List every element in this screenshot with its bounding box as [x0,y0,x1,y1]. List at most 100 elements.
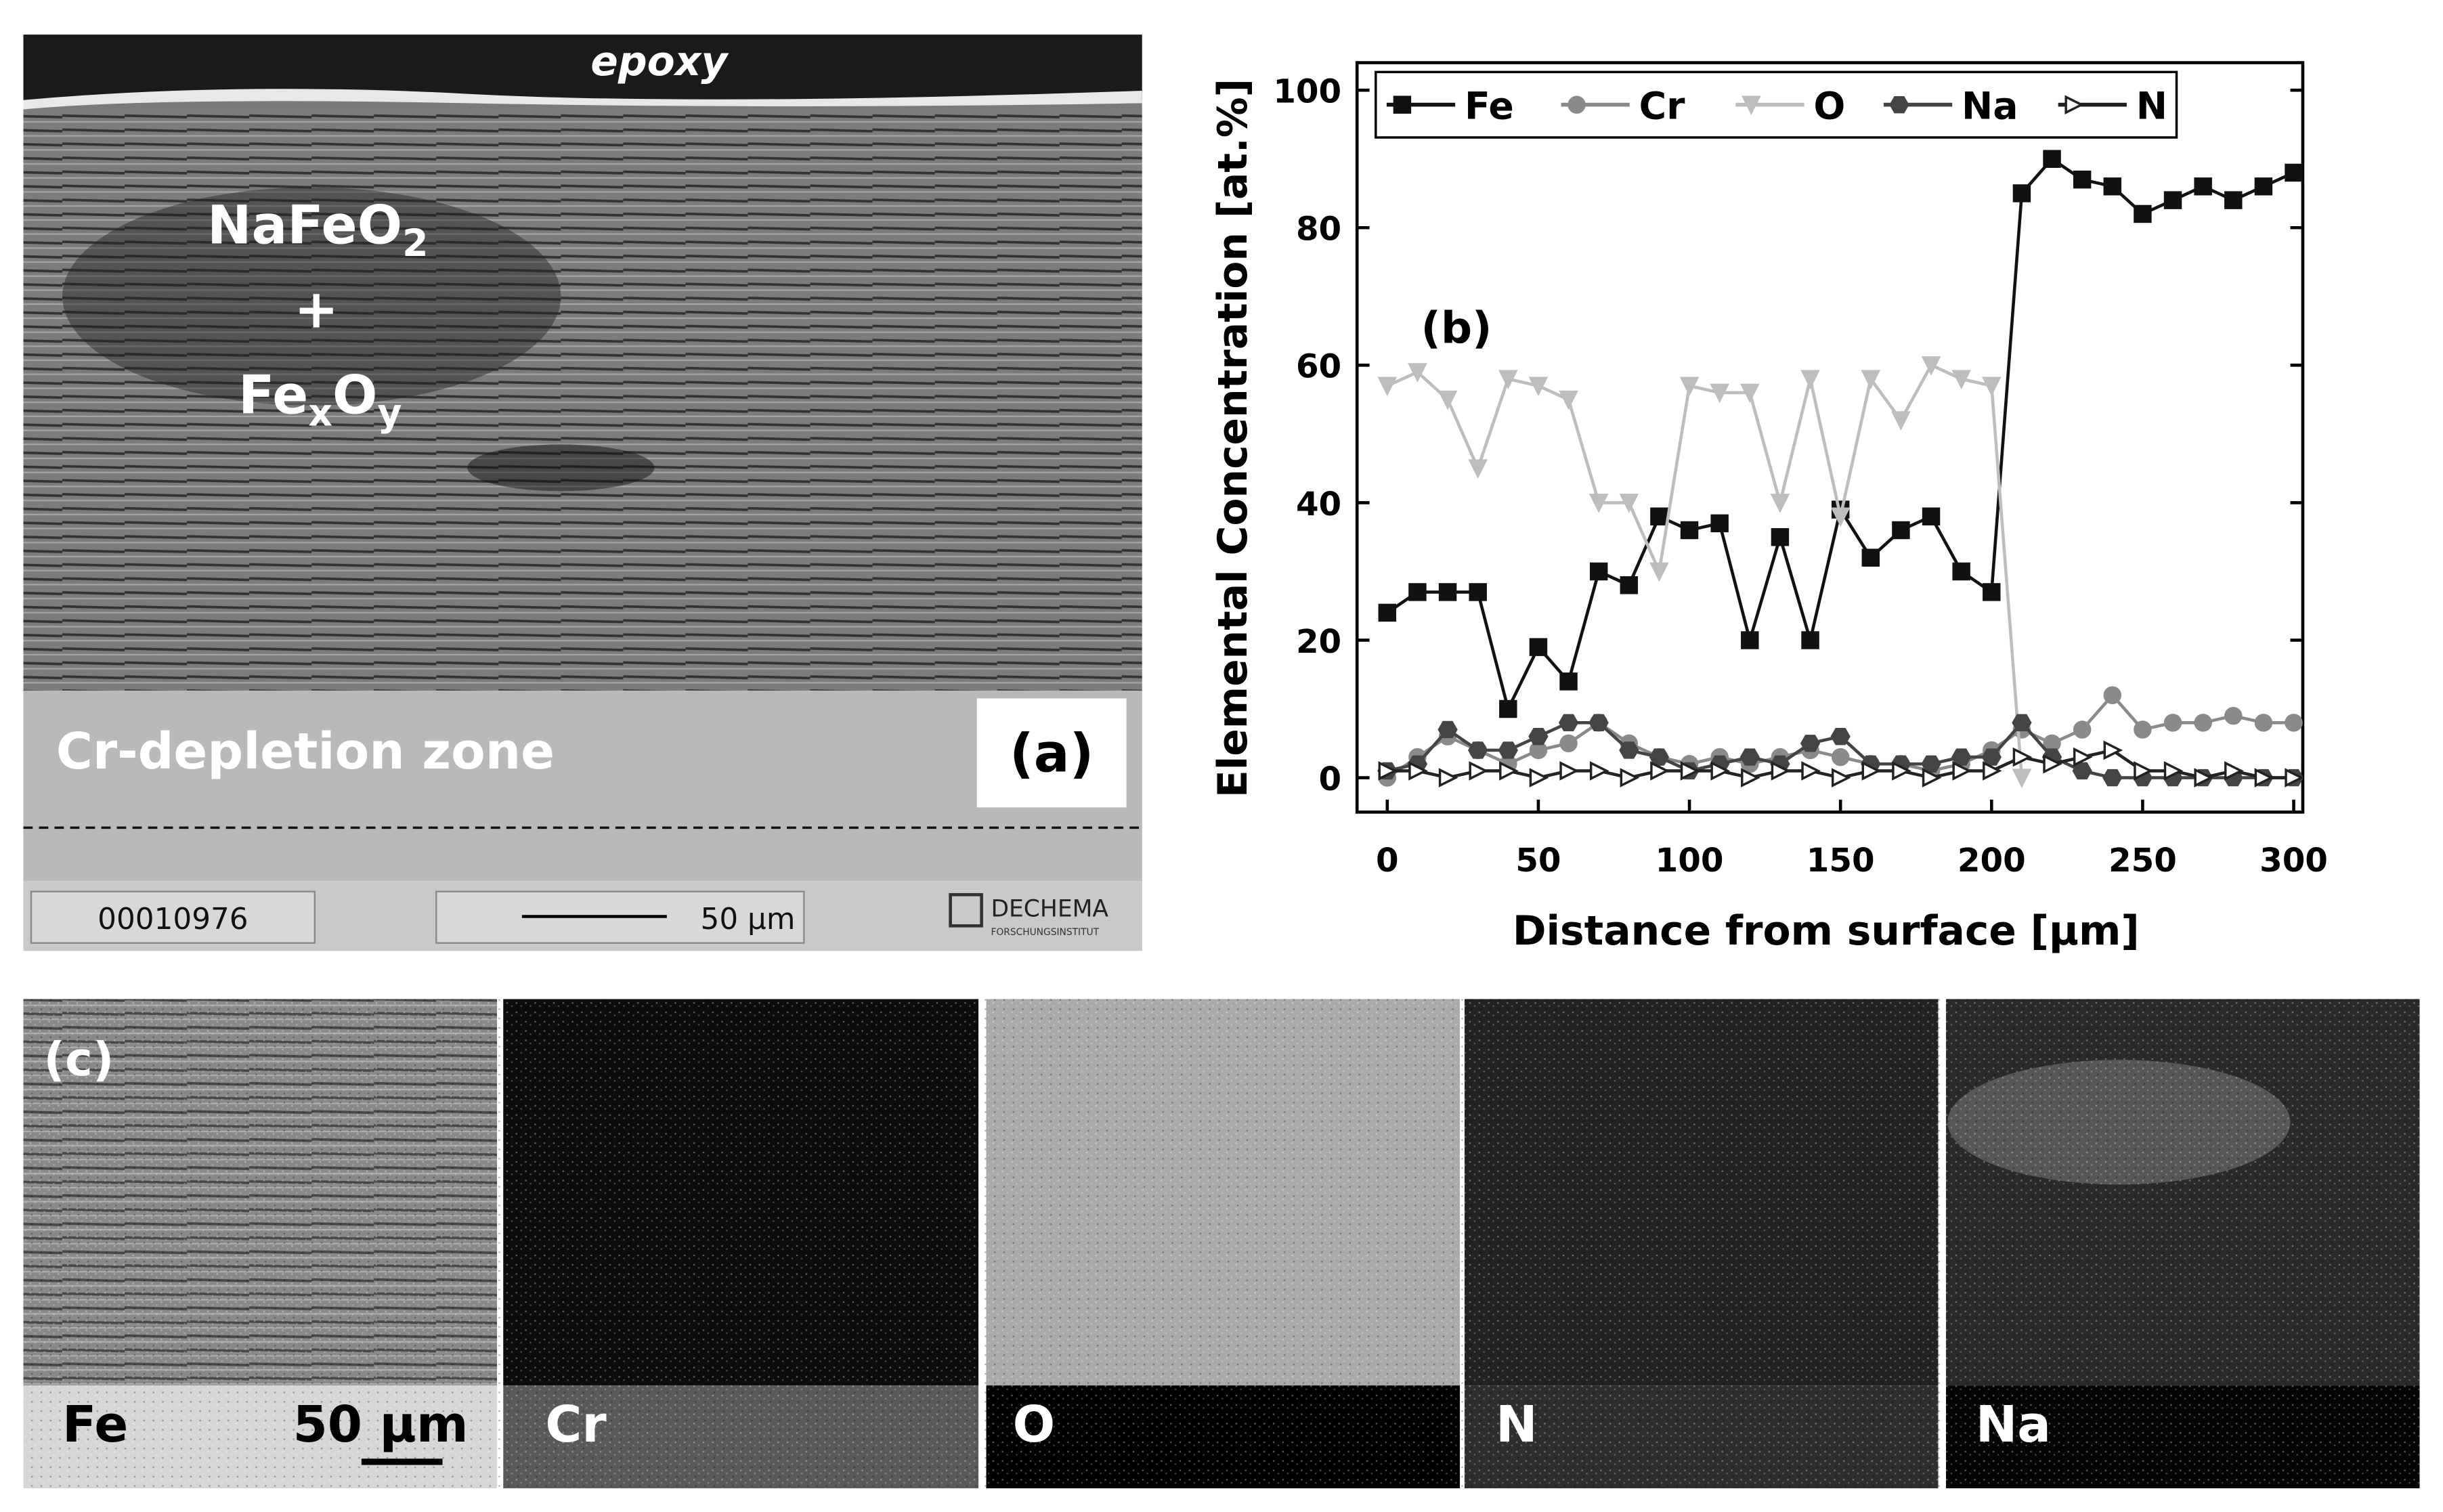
map-label: Na [1976,1396,2051,1454]
marker [1801,631,1819,649]
oxide-scale [23,109,1142,691]
marker [2224,706,2243,725]
marker [1861,370,1881,389]
marker [1710,761,1731,781]
marker [1952,562,1970,581]
marker [1408,761,1428,781]
legend-marker [1742,95,1761,116]
marker [1741,631,1759,649]
marker [2224,761,2244,781]
x-axis-label: Distance from surface [µm] [1513,907,2140,955]
x-tick-label: 0 [1376,842,1399,880]
y-tick-label: 0 [1319,760,1342,798]
marker [1739,748,1760,766]
marker [1529,638,1548,656]
marker [1801,761,1821,781]
marker [1529,768,1549,787]
marker [1800,370,1820,389]
panel-a: epoxy NaFeO2 + FexOy Cr-depletion zone (… [23,35,1142,951]
y-tick-label: 40 [1296,485,1341,523]
panel-label: (b) [1421,303,1492,354]
plus-label: + [294,279,339,341]
logo: DECHEMA [991,896,1108,923]
noise [23,999,2420,1488]
marker [1498,741,1518,759]
phase-text: O [332,364,378,426]
logo-mark [949,892,983,928]
marker [1619,494,1639,513]
x-tick-label: 150 [1807,842,1875,880]
marker [1922,768,1942,787]
marker [1892,521,1910,540]
marker [1528,376,1549,397]
marker [1952,761,1972,781]
marker [2285,163,2303,182]
dark-phase [62,187,561,406]
marker [1892,761,1911,781]
marker [2103,686,2122,704]
marker [1559,672,1578,691]
marker [1558,714,1579,732]
marker [1650,761,1670,781]
series-line [1386,156,2295,714]
depletion-zone [23,690,1142,881]
marker [1620,768,1640,787]
phase-label: NaFeO2 [207,194,428,265]
marker [1861,761,1882,781]
legend-label: N [2136,85,2167,128]
marker [1559,761,1579,781]
marker [1922,507,1941,525]
marker [2012,769,2032,788]
marker [2163,714,2182,732]
marker [1588,714,1609,732]
marker [1468,741,1488,759]
marker [2254,714,2273,732]
map-label: N [1496,1396,1538,1454]
image-id: 00010976 [98,902,248,936]
marker [2194,714,2212,732]
marker [1499,761,1519,781]
marker [2194,177,2212,196]
panel-c: (c) Fe 50 µm Cr O N Na [23,999,2420,1488]
id-box [30,890,316,944]
y-tick-label: 100 [1273,73,1341,111]
surface-layer [23,89,1142,110]
marker [1619,741,1639,759]
x-tick-label: 100 [1656,842,1724,880]
legend-marker [1393,95,1412,114]
marker [1983,761,2002,781]
marker [1498,370,1518,389]
marker [1680,761,1700,781]
marker [1620,576,1639,595]
marker [1830,727,1851,746]
marker [1800,735,1821,752]
marker [2072,762,2092,780]
legend-marker [1568,95,1586,114]
marker [1408,363,1427,383]
marker [1921,356,1941,376]
y-tick-label: 60 [1296,348,1341,386]
marker [1589,761,1609,781]
map-label: O [1013,1396,1056,1454]
marker [1438,768,1458,787]
marker [2073,170,2092,189]
legend-marker [2064,95,2085,114]
marker [1469,583,1487,601]
marker [1771,761,1791,781]
marker [1679,376,1700,397]
legend-label: Na [1962,85,2018,128]
marker [1831,768,1851,787]
marker [1378,761,1398,781]
label-box [976,698,1127,808]
marker [2102,769,2123,787]
marker [1559,734,1578,753]
marker [1468,459,1488,479]
marker [1377,376,1398,397]
phase-text: Fe [238,364,308,426]
marker [1649,748,1670,766]
marker [1499,699,1517,718]
marker [1438,583,1457,601]
marker [2134,720,2152,739]
marker [1650,507,1668,525]
marker [1437,390,1458,410]
